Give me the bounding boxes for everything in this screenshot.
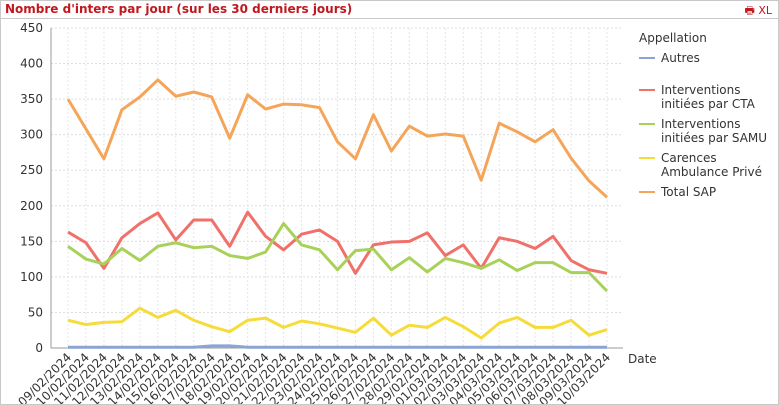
- legend-item: Interventions initiées par CTA: [639, 83, 771, 111]
- legend-item: Interventions initiées par SAMU: [639, 117, 771, 145]
- legend-item: Autres: [639, 51, 771, 65]
- y-tick-label: 400: [20, 57, 43, 71]
- export-button[interactable]: 🖶 XL: [744, 4, 772, 17]
- y-tick-label: 100: [20, 270, 43, 284]
- legend-swatch: [639, 157, 655, 159]
- series-line: [66, 78, 609, 199]
- legend-label: Interventions initiées par CTA: [661, 83, 755, 111]
- legend-swatch: [639, 123, 655, 125]
- legend-swatch: [639, 57, 655, 59]
- export-label[interactable]: XL: [758, 4, 772, 17]
- x-axis-label: Date: [628, 352, 657, 366]
- y-tick-label: 0: [35, 341, 43, 355]
- y-tick-label: 350: [20, 92, 43, 106]
- header-bar: Nombre d'inters par jour (sur les 30 der…: [1, 1, 778, 19]
- series-line: [68, 344, 607, 349]
- legend-label: Total SAP: [661, 185, 717, 199]
- y-tick-label: 50: [28, 305, 43, 319]
- legend-title: Appellation: [639, 31, 707, 45]
- series-line: [67, 210, 608, 275]
- chart-title: Nombre d'inters par jour (sur les 30 der…: [5, 2, 353, 16]
- legend-item: Carences Ambulance Privé: [639, 151, 771, 179]
- legend-item: Total SAP: [639, 185, 771, 199]
- y-tick-label: 300: [20, 128, 43, 142]
- legend-label: Carences Ambulance Privé: [661, 151, 762, 179]
- series-line: [67, 306, 608, 340]
- legend: Appellation Autres Interventions initiées…: [639, 31, 771, 199]
- y-tick-label: 200: [20, 199, 43, 213]
- y-tick-label: 250: [20, 163, 43, 177]
- legend-swatch: [639, 89, 655, 91]
- y-tick-label: 150: [20, 234, 43, 248]
- legend-swatch: [639, 191, 655, 193]
- y-tick-label: 450: [20, 21, 43, 35]
- legend-label: Interventions initiées par SAMU: [661, 117, 768, 145]
- legend-label: Autres: [661, 51, 700, 65]
- series-line: [67, 222, 609, 293]
